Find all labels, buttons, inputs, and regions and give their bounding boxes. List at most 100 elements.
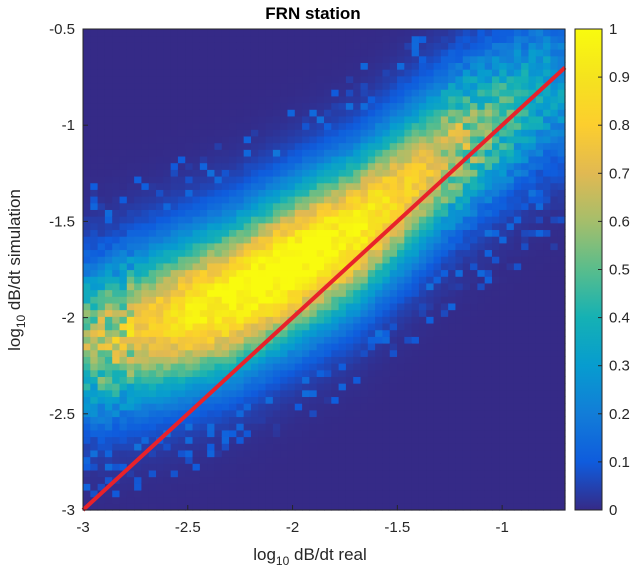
heatmap-cell [360,463,369,471]
heatmap-cell [199,122,208,130]
heatmap-cell [397,175,405,184]
heatmap-cell [309,269,318,277]
heatmap-cell [156,222,164,231]
heatmap-cell [126,102,135,110]
heatmap-cell [265,256,274,264]
heatmap-cell [382,115,391,124]
heatmap-cell [513,429,522,438]
heatmap-cell [134,356,143,364]
heatmap-cell [141,463,150,471]
heatmap-cell [382,262,391,271]
heatmap-cell [382,29,391,37]
heatmap-cell [426,262,435,271]
heatmap-cell [506,369,515,377]
heatmap-cell [265,302,274,311]
heatmap-cell [543,236,551,244]
heatmap-cell [367,149,376,157]
heatmap-cell [250,169,259,177]
heatmap-cell [207,29,216,37]
heatmap-cell [440,135,449,144]
heatmap-cell [170,463,179,471]
heatmap-cell [112,95,121,104]
heatmap-cell [367,169,376,177]
heatmap-cell [499,389,508,398]
heatmap-cell [104,496,113,504]
heatmap-cell [250,109,259,117]
heatmap-cell [119,262,128,271]
heatmap-cell [309,476,318,484]
heatmap-cell [272,229,281,237]
heatmap-cell [148,122,157,130]
heatmap-cell [214,129,223,137]
heatmap-cell [192,389,201,398]
heatmap-cell [499,342,508,351]
heatmap-cell [528,55,537,63]
heatmap-cell [90,155,99,164]
heatmap-cell [345,342,354,351]
heatmap-cell [316,456,325,464]
heatmap-cell [448,356,457,364]
heatmap-cell [258,189,267,197]
heatmap-cell [243,469,252,478]
heatmap-cell [535,443,544,451]
heatmap-cell [521,282,530,291]
heatmap-cell [207,175,216,184]
heatmap-cell [272,189,281,197]
heatmap-cell [229,95,237,104]
heatmap-cell [477,149,486,157]
heatmap-cell [287,35,296,43]
heatmap-cell [528,289,537,297]
heatmap-cell [411,155,420,164]
heatmap-cell [543,149,551,157]
heatmap-cell [104,249,113,257]
heatmap-cell [470,469,478,478]
heatmap-cell [250,322,259,331]
heatmap-cell [528,376,537,384]
heatmap-cell [119,129,128,137]
heatmap-cell [389,449,398,458]
heatmap-cell [513,329,522,337]
heatmap-cell [207,89,216,97]
heatmap-cell [345,29,354,37]
heatmap-cell [324,236,332,244]
x-tick-label: -2 [286,519,299,536]
heatmap-cell [156,122,164,130]
heatmap-cell [214,182,223,190]
heatmap-cell [543,403,551,411]
heatmap-cell [192,269,201,277]
heatmap-cell [455,302,464,311]
heatmap-cell [477,363,486,371]
heatmap-cell [353,296,362,304]
heatmap-cell [389,463,398,471]
heatmap-cell [97,356,106,364]
heatmap-cell [499,182,508,190]
heatmap-cell [156,443,164,451]
heatmap-cell [97,155,106,164]
heatmap-cell [491,429,500,438]
heatmap-cell [156,109,164,117]
heatmap-cell [236,42,245,50]
heatmap-cell [397,236,405,244]
heatmap-cell [477,503,486,511]
heatmap-cell [360,282,369,291]
heatmap-cell [470,383,478,391]
heatmap-cell [141,162,150,170]
heatmap-cell [389,316,398,324]
heatmap-cell [141,142,150,150]
heatmap-cell [338,69,347,77]
heatmap-cell [258,249,267,257]
heatmap-cell [214,296,223,304]
heatmap-cell [455,483,464,491]
heatmap-cell [280,329,289,337]
heatmap-cell [280,336,289,344]
heatmap-cell [353,363,362,371]
heatmap-cell [535,289,544,297]
heatmap-cell [229,322,237,331]
heatmap-cell [243,496,252,504]
heatmap-cell [484,182,493,190]
heatmap-cell [411,503,420,511]
heatmap-cell [360,269,369,277]
heatmap-cell [499,336,508,344]
heatmap-cell [528,503,537,511]
heatmap-cell [294,42,303,50]
